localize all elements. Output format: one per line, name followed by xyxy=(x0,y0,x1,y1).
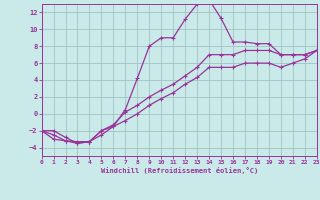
X-axis label: Windchill (Refroidissement éolien,°C): Windchill (Refroidissement éolien,°C) xyxy=(100,167,258,174)
